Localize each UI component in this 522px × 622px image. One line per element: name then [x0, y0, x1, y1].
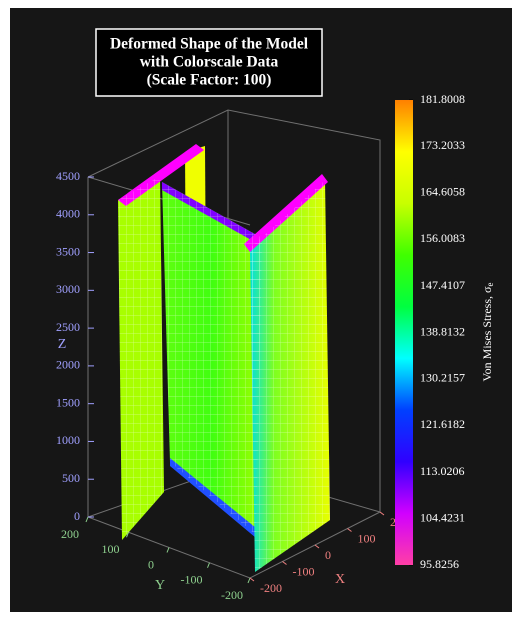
z-axis-label: Z [58, 337, 67, 352]
x-tick-label: -200 [260, 581, 282, 595]
z-tick-label: 2000 [56, 358, 80, 372]
x-axis-label: X [335, 572, 345, 587]
z-tick-label: 4000 [56, 207, 80, 221]
z-tick-label: 3500 [56, 244, 80, 258]
z-tick-label: 1000 [56, 433, 80, 447]
y-tick-label: 0 [148, 557, 154, 571]
title-line: Deformed Shape of the Model [110, 36, 309, 53]
y-tick-label: 200 [61, 527, 79, 541]
z-tick-label: 500 [62, 471, 80, 485]
z-tick-label: 3000 [56, 282, 80, 296]
y-tick-label: -200 [221, 588, 243, 602]
figure: 0500100015002000250030003500400045002001… [0, 0, 522, 622]
colorbar-label-main: Von Mises Stress, σ [480, 286, 494, 381]
colorbar-tick-label: 181.8008 [420, 92, 465, 106]
colorbar-tick-label: 104.4231 [420, 510, 465, 524]
colorbar-tick-label: 147.4107 [420, 278, 465, 292]
colorbar-tick-label: 95.8256 [420, 557, 459, 571]
x-tick-label: -100 [293, 564, 315, 578]
colorbar-tick-label: 173.2033 [420, 138, 465, 152]
colorbar-tick-label: 138.8132 [420, 324, 465, 338]
colorbar-label-subscript: e [485, 283, 495, 287]
colorbar-label: Von Mises Stress, σe [480, 283, 495, 382]
z-tick-label: 4500 [56, 169, 80, 183]
title-line: (Scale Factor: 100) [147, 72, 272, 89]
x-tick-label: 0 [325, 548, 331, 562]
colorbar-tick-label: 130.2157 [420, 371, 465, 385]
z-tick-label: 2500 [56, 320, 80, 334]
colorbar-tick-label: 156.0083 [420, 231, 465, 245]
z-tick-label: 0 [74, 509, 80, 523]
z-tick-label: 1500 [56, 395, 80, 409]
colorbar-tick-label: 113.0206 [420, 464, 465, 478]
y-axis-label: Y [155, 578, 165, 593]
y-tick-label: -100 [181, 573, 203, 587]
colorbar [395, 100, 413, 565]
y-tick-label: 100 [102, 542, 120, 556]
title-line: with Colorscale Data [140, 54, 279, 71]
x-tick-label: 100 [358, 531, 376, 545]
colorbar-tick-label: 121.6182 [420, 417, 465, 431]
colorbar-tick-label: 164.6058 [420, 185, 465, 199]
